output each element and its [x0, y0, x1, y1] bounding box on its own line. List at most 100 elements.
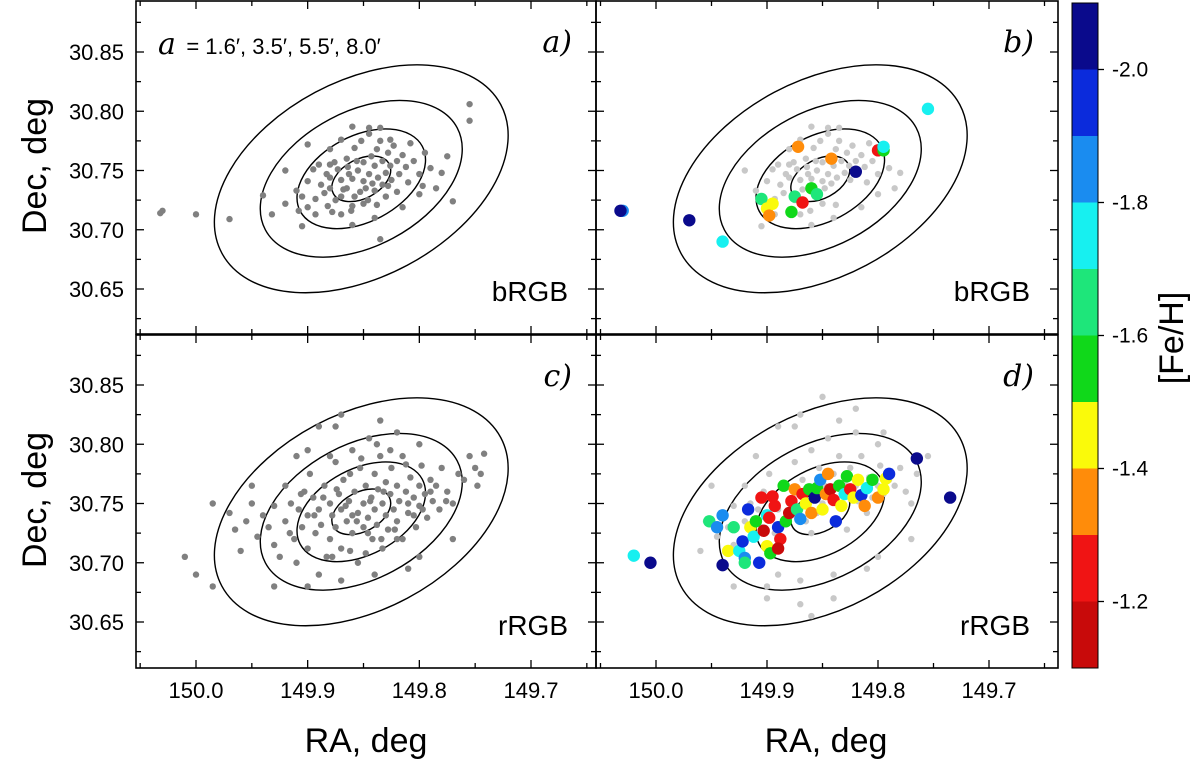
- gray-star-point: [754, 506, 762, 513]
- gray-star-point: [874, 441, 882, 448]
- metallicity-star-point: [763, 209, 776, 222]
- gray-star-point: [270, 541, 278, 549]
- gray-star-point: [373, 145, 381, 153]
- y-tick-label: 30.80: [69, 432, 124, 457]
- gray-star-point: [304, 583, 311, 590]
- gray-star-point: [402, 461, 410, 468]
- gray-star-point: [315, 161, 323, 168]
- x-tick-label: 150.0: [628, 678, 683, 703]
- gray-star-point: [382, 512, 390, 519]
- gray-star-point: [419, 506, 426, 513]
- gray-star-point: [345, 497, 353, 505]
- gray-star-point: [830, 214, 837, 222]
- gray-star-point: [427, 164, 434, 172]
- gray-star-point: [351, 144, 358, 152]
- gray-star-point: [399, 151, 406, 159]
- gray-star-point: [388, 464, 395, 472]
- gray-star-point: [399, 535, 406, 543]
- gray-star-point: [371, 162, 378, 169]
- gray-star-point: [295, 207, 302, 214]
- gray-star-point: [391, 526, 398, 533]
- gray-star-point: [369, 180, 376, 187]
- gray-star-point: [474, 482, 481, 489]
- gray-star-point: [885, 164, 893, 172]
- metallicity-star-point: [774, 532, 787, 546]
- gray-star-point: [259, 192, 267, 199]
- gray-star-point: [843, 526, 851, 533]
- ellipse-8arcmin: [672, 64, 968, 294]
- colorbar-bin: [1072, 535, 1098, 602]
- gray-star-point: [847, 464, 854, 472]
- gray-star-point: [382, 193, 390, 200]
- metallicity-star-point: [766, 197, 779, 210]
- gray-star-point: [449, 198, 457, 205]
- metallicity-star-point: [757, 524, 770, 537]
- x-tick-label: 149.8: [850, 678, 905, 703]
- gray-star-point: [763, 177, 771, 185]
- metallicity-star-point: [840, 470, 854, 483]
- metallicity-star-point: [755, 192, 768, 206]
- gray-star-point: [752, 452, 760, 460]
- gray-star-point: [349, 175, 356, 182]
- gray-star-point: [402, 163, 410, 171]
- gray-star-point: [766, 470, 773, 478]
- gray-star-point: [847, 176, 854, 184]
- x-tick-label: 149.9: [280, 678, 335, 703]
- gray-star-point: [891, 482, 898, 489]
- gray-star-point: [365, 170, 373, 178]
- gray-star-point: [908, 535, 915, 543]
- x-tick-label: 149.8: [392, 678, 447, 703]
- sample-label: bRGB: [954, 276, 1030, 307]
- ellipse-3.5arcmin: [296, 461, 427, 563]
- colorbar-bin: [1072, 335, 1098, 403]
- gray-star-point: [364, 196, 372, 204]
- gray-star-point: [380, 488, 387, 495]
- gray-star-point: [354, 559, 362, 566]
- metallicity-star-point: [943, 491, 957, 504]
- colorbar-bin: [1072, 468, 1098, 536]
- gray-star-point: [298, 193, 306, 200]
- gray-star-point: [317, 521, 325, 529]
- gray-star-point: [362, 482, 369, 489]
- gray-star-point: [282, 482, 289, 489]
- metallicity-star-point: [736, 535, 749, 548]
- gray-star-point: [393, 188, 401, 196]
- gray-star-point: [387, 446, 394, 454]
- gray-star-point: [404, 179, 412, 186]
- metallicity-star-point: [683, 214, 696, 227]
- gray-star-point: [427, 476, 434, 483]
- metallicity-star-point: [741, 503, 755, 516]
- gray-star-point: [356, 464, 364, 472]
- gray-star-point: [769, 166, 776, 173]
- metallicity-star-point: [849, 165, 862, 178]
- gray-star-point: [356, 188, 364, 196]
- colorbar-bin: [1072, 69, 1098, 137]
- gray-star-point: [412, 524, 420, 531]
- gray-star-point: [349, 221, 356, 229]
- gray-star-point: [455, 470, 462, 478]
- gray-star-point: [282, 167, 289, 174]
- metallicity-star-point: [727, 521, 740, 534]
- gray-star-point: [799, 476, 806, 483]
- gray-star-point: [713, 533, 721, 540]
- gray-star-point: [374, 174, 382, 181]
- gray-star-point: [315, 423, 323, 430]
- gray-star-point: [804, 170, 812, 178]
- gray-star-point: [858, 204, 865, 211]
- gray-star-point: [310, 166, 317, 173]
- gray-star-point: [852, 429, 859, 436]
- metallicity-star-point: [771, 542, 785, 555]
- gray-star-point: [477, 470, 484, 478]
- colorbar-bin: [1072, 402, 1098, 469]
- y-axis-label-bottom: Dec, deg: [16, 432, 54, 568]
- gray-star-point: [861, 163, 868, 171]
- gray-star-point: [845, 162, 853, 169]
- y-tick-label: 30.70: [69, 551, 124, 576]
- gray-star-point: [337, 211, 345, 218]
- metallicity-star-point: [851, 473, 865, 486]
- metallicity-star-point: [790, 503, 804, 516]
- gray-star-point: [432, 482, 440, 489]
- metallicity-star-point: [794, 512, 807, 526]
- gray-star-point: [819, 200, 826, 207]
- panel-c: 30.65 30.70 30.75 30.80 30.85 150.0 149.9 149.8…: [69, 334, 597, 703]
